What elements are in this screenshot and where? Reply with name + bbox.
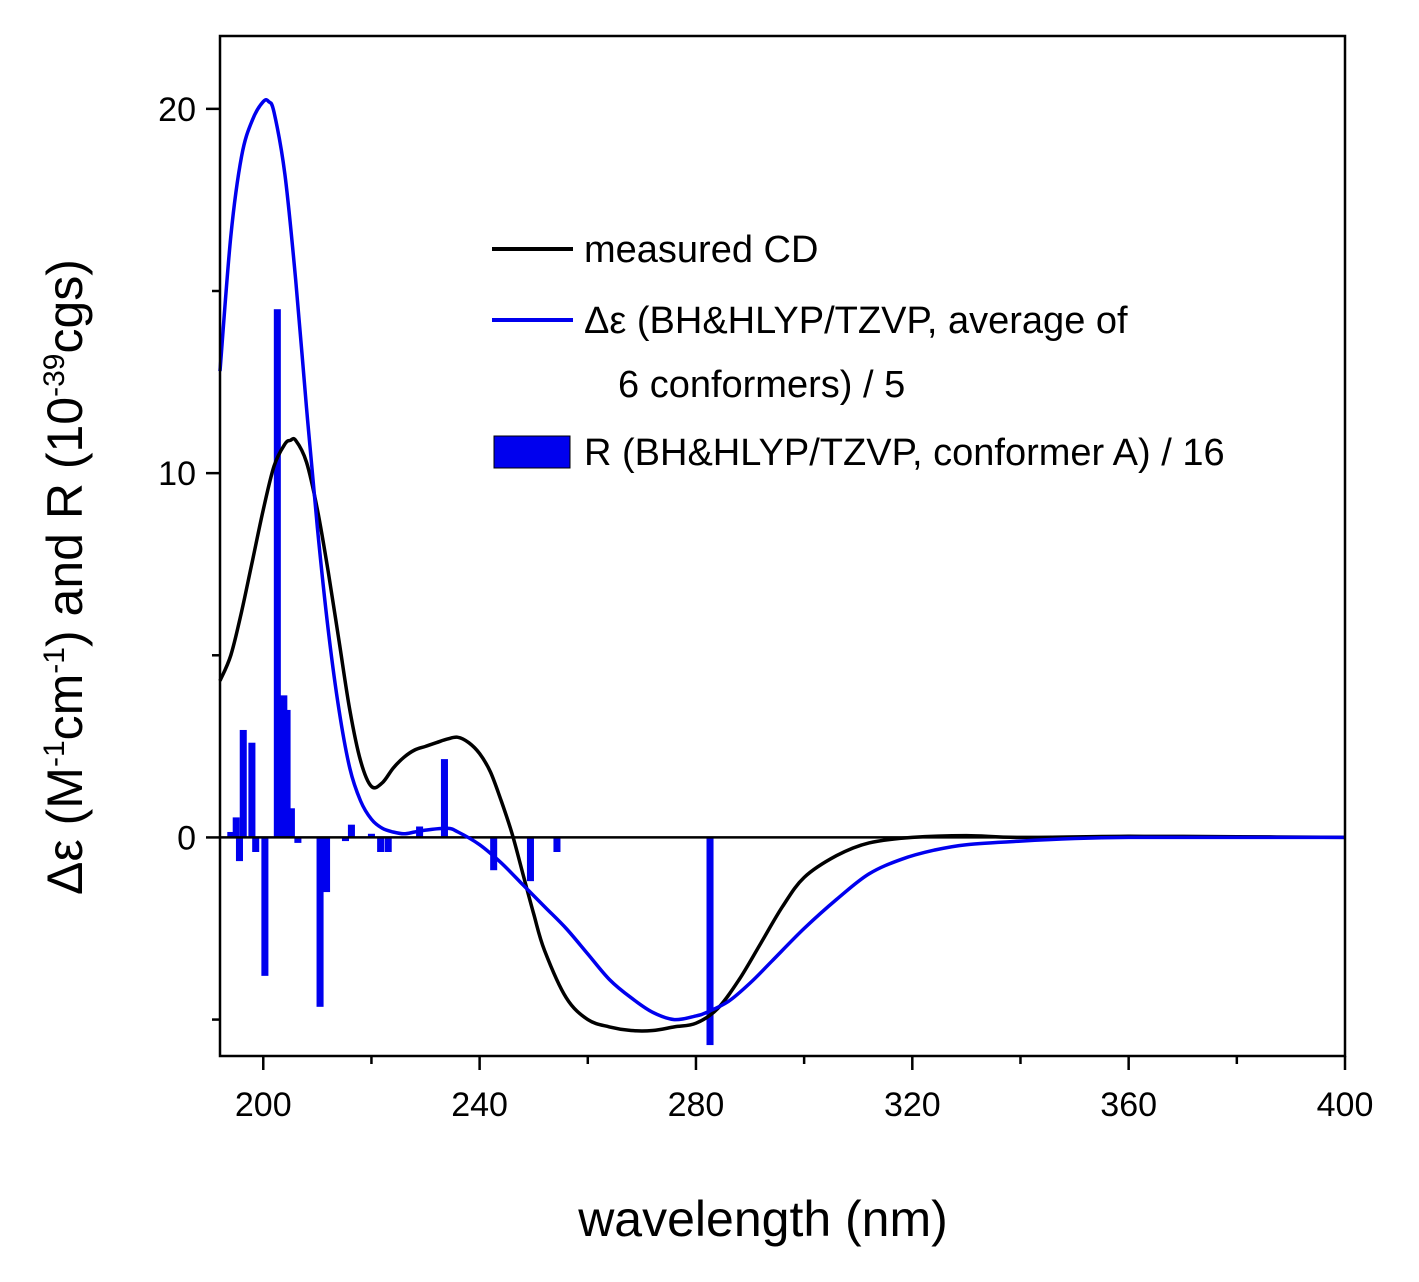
rotatory-strength-bar (316, 837, 324, 1007)
y-axis-title-sup2: -1 (38, 647, 71, 674)
y-tick-label: 10 (158, 455, 196, 493)
plot-frame (218, 34, 1347, 1058)
y-axis-title-sup1: -1 (38, 740, 71, 767)
legend-label-bars: R (BH&HLYP/TZVP, conformer A) / 16 (584, 432, 1225, 474)
rotatory-strength-bar (283, 709, 291, 838)
rotatory-strength-bar (706, 837, 714, 1046)
x-tick-label: 240 (451, 1086, 508, 1124)
rotatory-strength-bar (553, 837, 561, 852)
rotatory-strength-bar (239, 729, 247, 838)
legend: measured CD Δε (BH&HLYP/TZVP, average of… (492, 229, 1225, 474)
x-tick-label: 200 (235, 1086, 292, 1124)
rotatory-strength-bar (261, 837, 269, 976)
rotatory-strength-bar (347, 824, 355, 838)
y-tick-label: 20 (158, 91, 196, 129)
rotatory-strength-bar (287, 808, 295, 838)
x-tick-label: 280 (668, 1086, 725, 1124)
y-axis-title-part1: Δε (M (37, 767, 93, 895)
rotatory-strength-bar (377, 837, 385, 852)
legend-label-calculated: Δε (BH&HLYP/TZVP, average of 6 conformer… (584, 300, 1138, 406)
rotatory-strength-bar (440, 759, 448, 838)
rotatory-strength-bar (273, 309, 281, 838)
y-axis-title-part3: ) and R (10 (37, 397, 93, 647)
x-tick-label: 360 (1100, 1086, 1157, 1124)
rotatory-strength-bar (341, 837, 349, 842)
rotatory-strength-bar (323, 837, 331, 893)
legend-label-calculated-line1: Δε (BH&HLYP/TZVP, average of (584, 300, 1128, 342)
rotatory-strength-bar (526, 837, 534, 882)
legend-label-measured: measured CD (584, 229, 818, 271)
x-tick-label: 320 (884, 1086, 941, 1124)
measured-cd-line (218, 436, 1346, 1033)
y-tick-label: 0 (177, 819, 196, 857)
x-tick-label: 400 (1317, 1086, 1374, 1124)
rotatory-strength-bar (248, 742, 256, 838)
legend-label-calculated-line2: 6 conformers) / 5 (618, 364, 905, 406)
y-axis-title: Δε (M-1cm-1) and R (10-39cgs) (37, 259, 93, 895)
x-axis-title: wavelength (nm) (577, 1191, 948, 1247)
rotatory-strength-bar (232, 817, 240, 838)
y-axis-title-part4: cgs) (37, 259, 93, 353)
rotatory-strength-bars (227, 309, 714, 1046)
spectrum-lines (218, 97, 1346, 1033)
rotatory-strength-bar (384, 837, 392, 852)
axis-ticks: 200 240 280 320 360 400 0 10 20 (158, 91, 1373, 1124)
legend-swatch-bars (493, 435, 571, 469)
rotatory-strength-bar (235, 837, 243, 862)
rotatory-strength-bar (294, 837, 302, 843)
rotatory-strength-bar (367, 833, 375, 838)
rotatory-strength-bar (252, 837, 260, 852)
y-axis-title-part2: cm (37, 674, 93, 741)
y-axis-title-sup3: -39 (38, 354, 71, 397)
calculated-cd-line (218, 97, 1345, 1022)
rotatory-strength-bar (227, 831, 235, 838)
